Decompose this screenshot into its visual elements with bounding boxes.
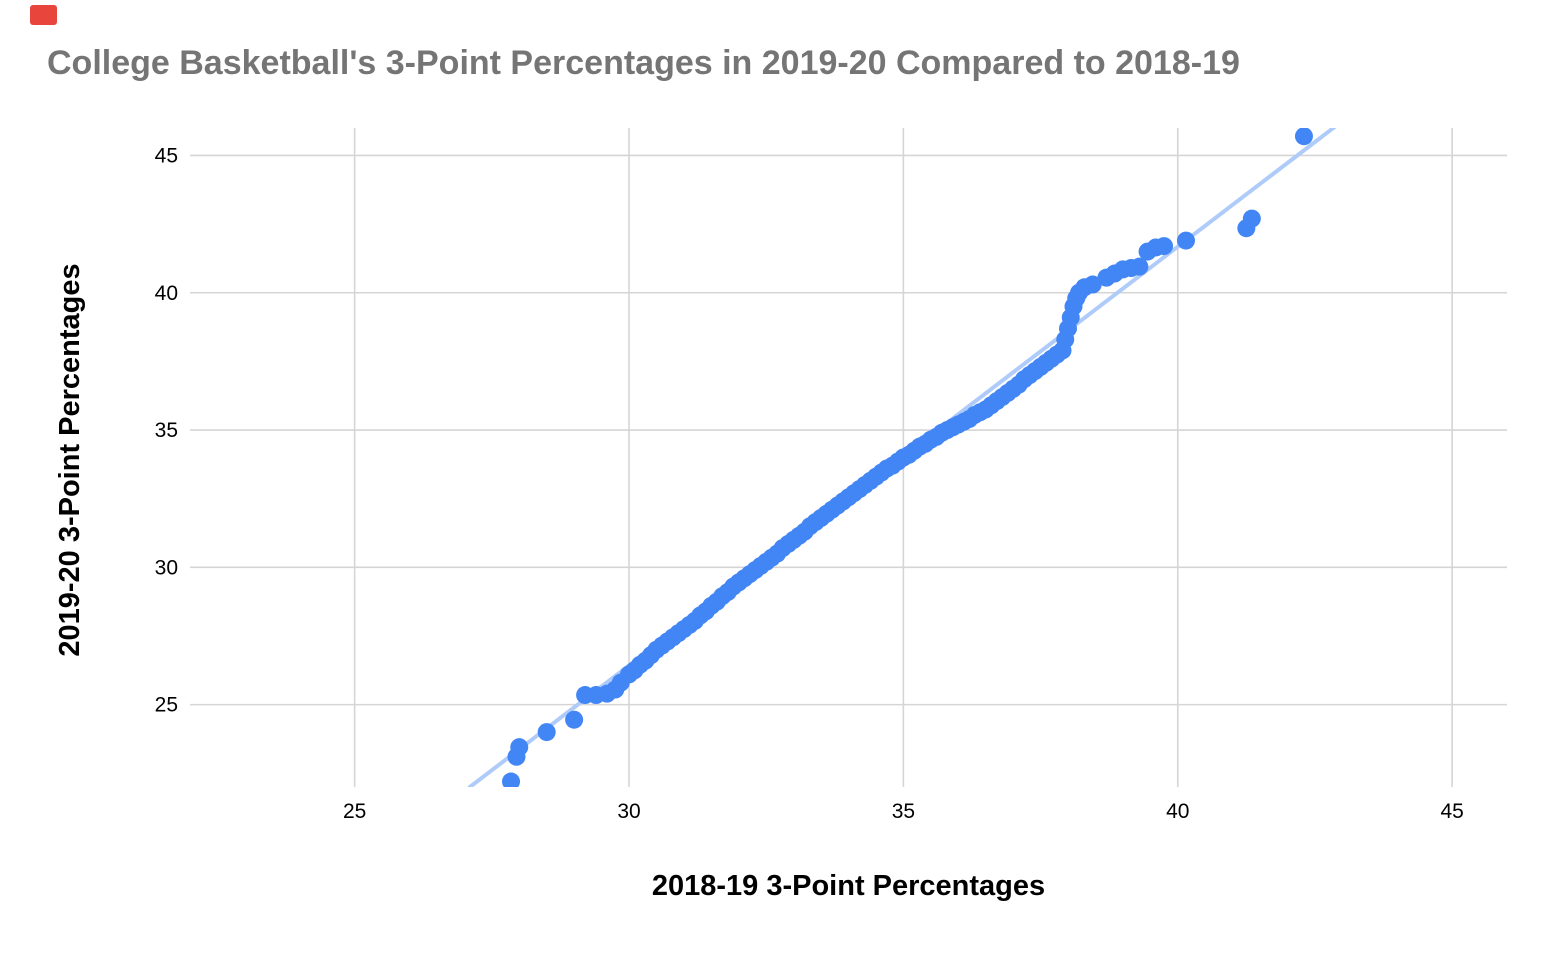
x-axis-title: 2018-19 3-Point Percentages — [651, 870, 1046, 902]
data-point[interactable] — [510, 738, 529, 757]
recording-indicator-icon — [30, 5, 57, 25]
data-point[interactable] — [565, 710, 584, 729]
x-tick-label-45: 45 — [1440, 800, 1463, 823]
y-tick-label-30: 30 — [155, 556, 178, 579]
data-point[interactable] — [1242, 209, 1261, 228]
y-tick-label-25: 25 — [155, 694, 178, 717]
y-tick-label-35: 35 — [155, 419, 178, 442]
y-tick-label-45: 45 — [155, 144, 178, 167]
data-point[interactable] — [537, 723, 556, 742]
x-tick-label-40: 40 — [1166, 800, 1189, 823]
y-tick-label-40: 40 — [155, 282, 178, 305]
data-point[interactable] — [1176, 231, 1195, 250]
x-tick-label-25: 25 — [343, 800, 366, 823]
data-point[interactable] — [502, 772, 521, 791]
x-tick-label-35: 35 — [892, 800, 915, 823]
chart-title: College Basketball's 3-Point Percentages… — [47, 44, 1240, 82]
data-point[interactable] — [1294, 127, 1313, 146]
x-tick-label-30: 30 — [617, 800, 640, 823]
data-point[interactable] — [1155, 237, 1174, 256]
data-point[interactable] — [1083, 275, 1102, 294]
plot-area — [467, 127, 1337, 791]
data-point[interactable] — [1130, 257, 1149, 276]
